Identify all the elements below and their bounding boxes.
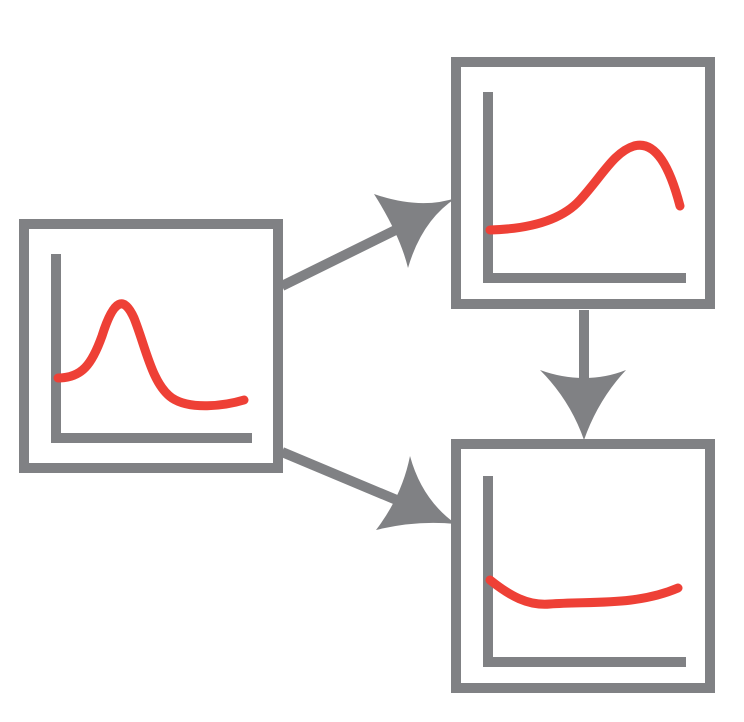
node-frame (19, 219, 283, 473)
arrow-left-to-bottom-right (280, 447, 456, 530)
arrow-head (376, 456, 456, 530)
node-frame (451, 439, 715, 693)
node-frame (451, 57, 715, 309)
plot-curve (485, 140, 685, 235)
rising-curve-plot-icon (483, 92, 686, 283)
plot-axes (51, 254, 252, 443)
node-top-right (451, 57, 715, 309)
node-left (19, 219, 283, 473)
plot-axes (483, 92, 686, 283)
arrow-left-to-top-right (279, 194, 456, 291)
arrow-head (374, 194, 456, 268)
plot-axes (483, 476, 686, 667)
node-bottom-right (451, 439, 715, 693)
flat-curve-plot-icon (483, 476, 686, 667)
arrow-top-right-to-bottom-right (540, 310, 626, 440)
plot-curve (53, 299, 249, 411)
peaked-curve-plot-icon (51, 254, 252, 443)
arrow-head (540, 370, 626, 440)
plot-curve (485, 575, 683, 609)
